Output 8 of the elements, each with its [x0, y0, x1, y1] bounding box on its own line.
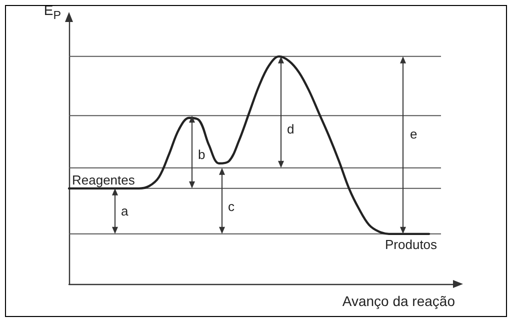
annotation: Reagentes: [72, 172, 136, 188]
annotation: Produtos: [385, 236, 438, 252]
annotation: b: [198, 146, 206, 162]
annotation: a: [121, 204, 129, 219]
annotation: e: [410, 126, 418, 142]
annotation: d: [287, 122, 294, 137]
x-axis-title: Avanço da reação: [342, 293, 456, 309]
annotation: c: [228, 199, 235, 214]
